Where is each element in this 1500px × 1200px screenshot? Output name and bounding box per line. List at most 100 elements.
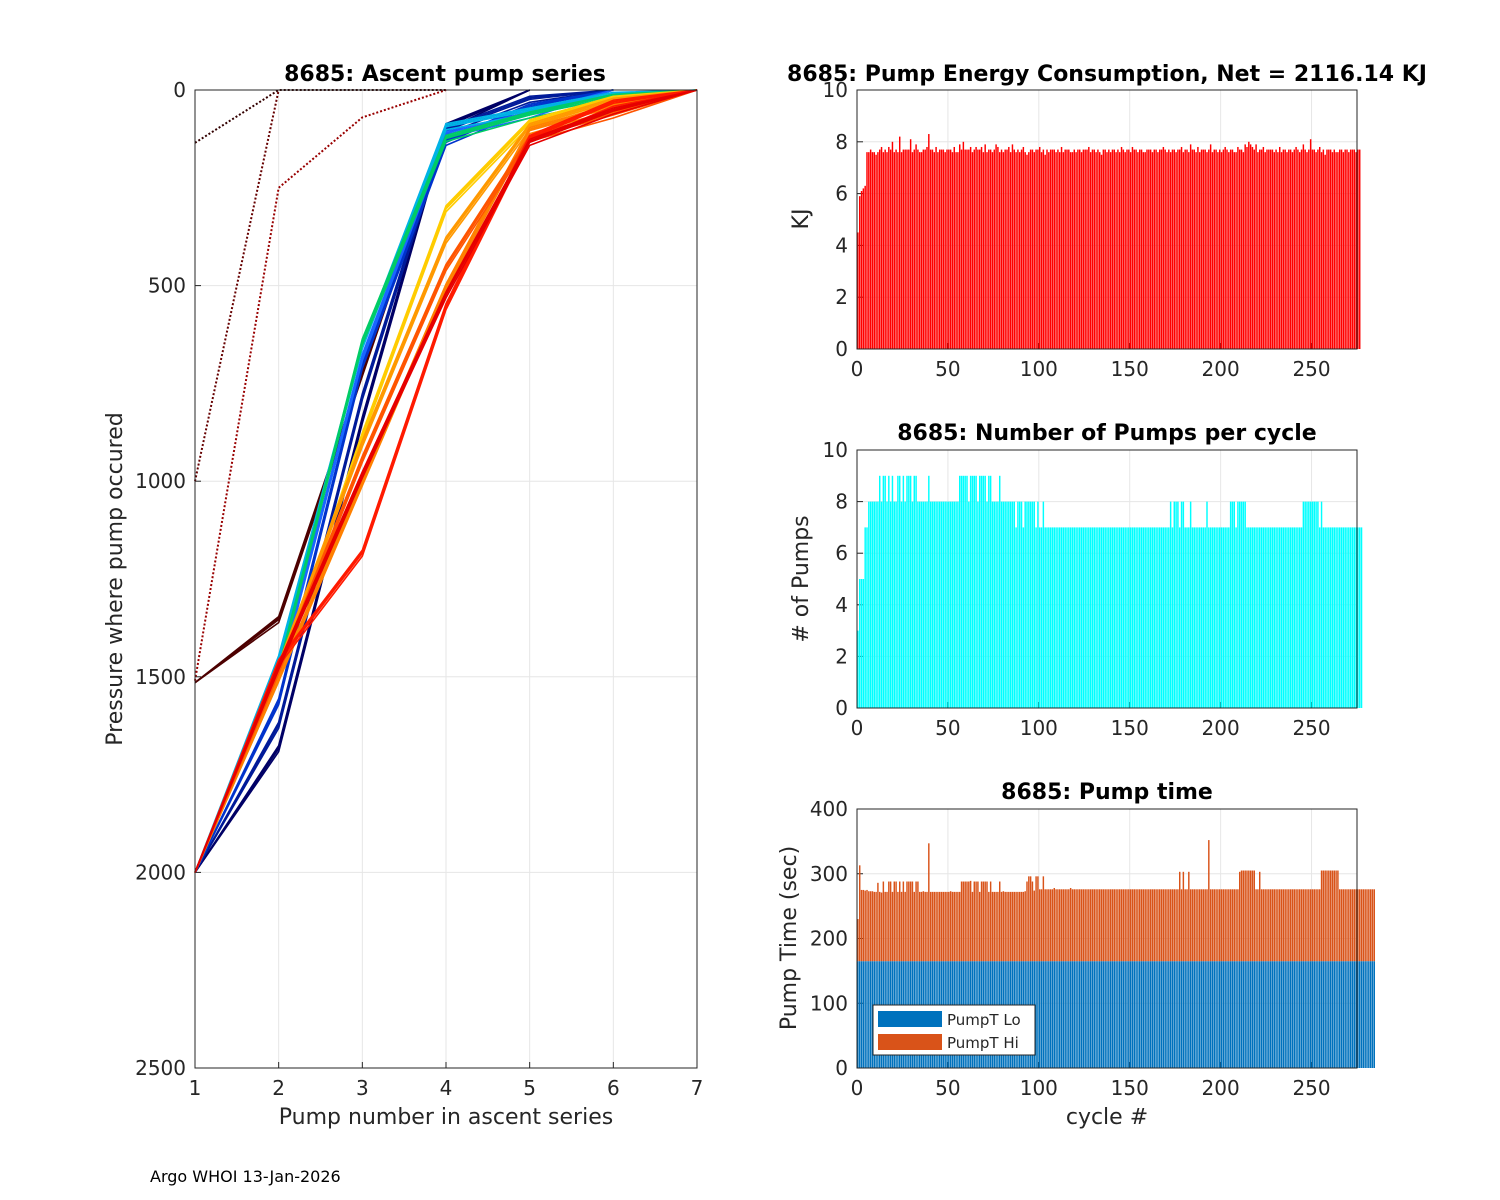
pumps-bar bbox=[1209, 527, 1212, 708]
pumptime-lo-bar bbox=[1295, 961, 1297, 1068]
energy-bar bbox=[1089, 152, 1092, 349]
energy-bar bbox=[1009, 152, 1012, 349]
energy-bar bbox=[1351, 149, 1354, 349]
ascent-line-cycle-275 bbox=[194, 89, 698, 873]
pumptime-hi-bar bbox=[889, 881, 892, 962]
pumps-bar bbox=[1200, 527, 1203, 708]
energy-bar bbox=[1155, 149, 1157, 349]
pumps-bar bbox=[1322, 527, 1325, 708]
pumptime-hi-bar bbox=[955, 891, 957, 962]
pumps-bar bbox=[882, 475, 885, 708]
energy-bar bbox=[859, 196, 861, 349]
pumps-bar bbox=[1204, 527, 1206, 708]
energy-bar bbox=[1217, 152, 1219, 349]
energy-bar bbox=[1059, 152, 1061, 349]
energy-bar bbox=[1093, 149, 1095, 349]
pumps-bar bbox=[1328, 527, 1330, 708]
pumptime-lo-bar bbox=[1255, 961, 1257, 1068]
pumptime-hi-bar bbox=[1262, 889, 1265, 962]
energy-bar bbox=[1028, 152, 1030, 349]
pumps-bar bbox=[1086, 527, 1088, 708]
pumptime-hi-bar bbox=[949, 891, 952, 962]
energy-bar bbox=[873, 152, 875, 349]
pumptime-hi-bar bbox=[1120, 889, 1123, 962]
energy-bar bbox=[1157, 152, 1159, 349]
pumptime-lo-bar bbox=[859, 961, 861, 1068]
pumptime-hi-bar bbox=[1277, 889, 1279, 962]
pumps-bar bbox=[1077, 527, 1079, 708]
energy-bar bbox=[1040, 152, 1043, 349]
pumptime-lo-bar bbox=[1224, 961, 1226, 1068]
pumps-bar bbox=[1002, 501, 1005, 708]
pumptime-lo-bar bbox=[1077, 961, 1079, 1068]
pumps-bar bbox=[1137, 527, 1139, 708]
energy-bar bbox=[866, 152, 868, 349]
pumptime-hi-bar bbox=[1268, 889, 1270, 962]
pumptime-lo-bar bbox=[1317, 961, 1319, 1068]
energy-bar bbox=[1144, 152, 1146, 349]
pumptime-lo-bar bbox=[1111, 961, 1114, 1068]
energy-bar bbox=[1069, 152, 1072, 349]
pumptime-lo-bar bbox=[1066, 961, 1068, 1068]
pumptime-hi-bar bbox=[924, 891, 926, 962]
pumptime-hi-bar bbox=[1295, 889, 1297, 962]
pumptime-lo-bar bbox=[1202, 961, 1205, 1068]
pumptime-hi-bar bbox=[1053, 887, 1055, 962]
pumps-bar bbox=[1111, 527, 1114, 708]
energy-bar bbox=[1000, 149, 1003, 349]
pumps-bar bbox=[1162, 527, 1165, 708]
pumps-panel: 8685: Number of Pumps per cycle 0 50 100 15… bbox=[789, 421, 1363, 740]
pumptime-lo-bar bbox=[1099, 961, 1101, 1068]
pumps-bar bbox=[968, 501, 970, 708]
pumps-bar bbox=[1240, 501, 1243, 708]
pumptime-lo-bar bbox=[1173, 961, 1175, 1068]
pumptime-lo-bar bbox=[1189, 961, 1192, 1068]
energy-bar bbox=[1035, 149, 1037, 349]
pumptime-hi-bar bbox=[1079, 889, 1081, 962]
energy-bar bbox=[911, 152, 914, 349]
energy-bar bbox=[964, 149, 966, 349]
pumps-bar bbox=[869, 501, 872, 708]
energy-bar bbox=[1264, 152, 1266, 349]
energy-bar bbox=[1169, 152, 1172, 349]
pumps-bar bbox=[1044, 527, 1046, 708]
pumptime-hi-bar bbox=[1237, 889, 1239, 962]
energy-bar bbox=[864, 185, 866, 349]
pumps-bar bbox=[1297, 527, 1299, 708]
pumptime-lo-bar bbox=[1262, 961, 1265, 1068]
energy-bar bbox=[1191, 149, 1194, 349]
pumptime-hi-bar bbox=[1304, 889, 1306, 962]
energy-bar bbox=[1202, 149, 1205, 349]
pumptime-lo-bar bbox=[1095, 961, 1097, 1068]
pumptime-hi-bar bbox=[1335, 870, 1337, 962]
pumptime-hi-bar bbox=[1339, 889, 1341, 962]
pumptime-lo-bar bbox=[1333, 961, 1335, 1068]
pumptime-lo-bar bbox=[1126, 961, 1128, 1068]
pumps-bar bbox=[1222, 527, 1225, 708]
pumps-bar bbox=[1099, 527, 1101, 708]
energy-bar bbox=[1302, 144, 1305, 349]
pumptime-lo-bar bbox=[868, 961, 870, 1068]
pumps-bar bbox=[1015, 527, 1017, 708]
pumptime-hi-bar bbox=[1129, 889, 1132, 962]
pumptime-hi-bar bbox=[873, 891, 875, 962]
energy-bar bbox=[1135, 149, 1137, 349]
pumps-bar bbox=[1224, 527, 1226, 708]
energy-bar bbox=[862, 188, 865, 349]
energy-bar bbox=[879, 149, 881, 349]
pumps-bar bbox=[1026, 501, 1028, 708]
pumptime-hi-bar bbox=[1311, 889, 1314, 962]
pumps-bar bbox=[935, 501, 937, 708]
pumptime-lo-bar bbox=[1208, 961, 1210, 1068]
pumptime-hi-bar bbox=[1315, 889, 1317, 962]
energy-bar bbox=[1239, 149, 1241, 349]
pumptime-hi-bar bbox=[1022, 891, 1025, 962]
pumptime-hi-bar bbox=[1013, 891, 1015, 962]
pumptime-hi-bar bbox=[1031, 881, 1034, 962]
pumptime-hi-bar bbox=[1346, 889, 1348, 962]
energy-bar bbox=[1120, 146, 1123, 349]
pumptime-lo-bar bbox=[1122, 961, 1125, 1068]
pumptime-hi-bar bbox=[1097, 889, 1099, 962]
pumptime-hi-bar bbox=[1229, 889, 1232, 962]
energy-bar bbox=[960, 149, 963, 349]
